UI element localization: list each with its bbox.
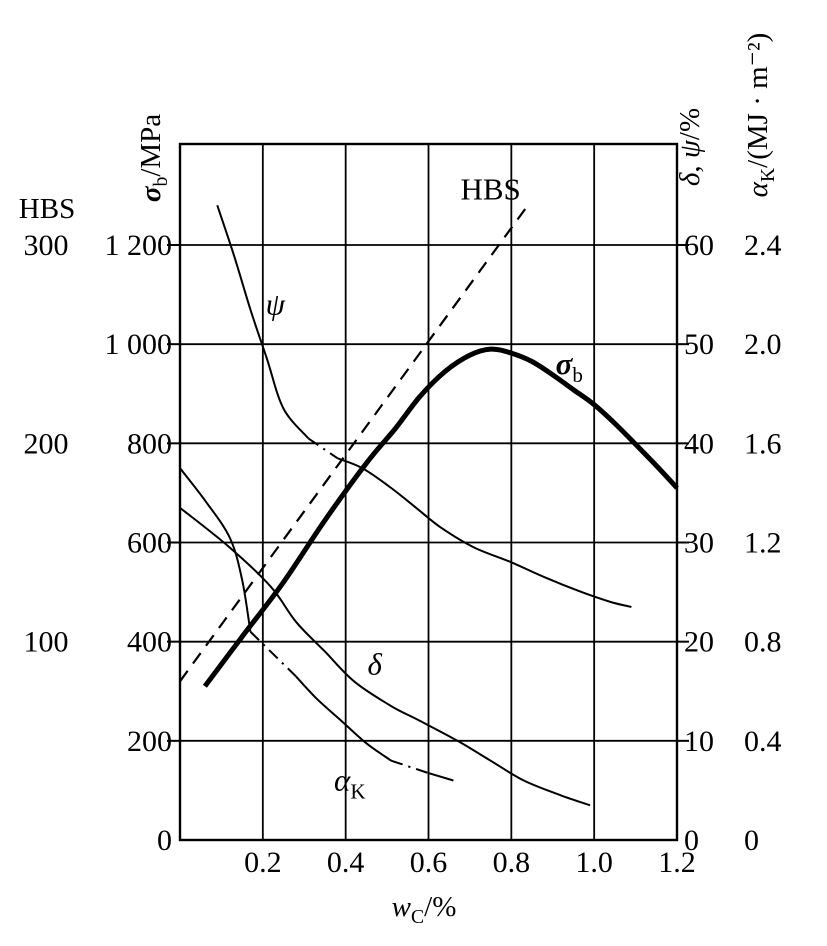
mpa-tick-label: 1 000	[105, 328, 173, 361]
ak-tick-label: 0	[744, 824, 759, 857]
pct-tick-label: 40	[684, 427, 714, 460]
hbs-axis-title: HBS	[19, 193, 75, 225]
curve-hbs_line-segment	[179, 204, 529, 682]
curve-psi: ψ	[216, 204, 632, 608]
x-tick-label: 1.0	[575, 846, 613, 879]
plot-border	[178, 142, 679, 842]
curve-alpha_k: αK	[179, 467, 454, 803]
curve-psi-segment	[337, 457, 632, 608]
x-tick-label: 0.8	[493, 846, 531, 879]
curve-sigma_b-segment	[202, 346, 679, 688]
mpa-tick-label: 200	[127, 725, 172, 758]
curve-label-psi: ψ	[266, 286, 286, 321]
pct-tick-label: 20	[684, 626, 714, 659]
curve-alpha_k-chain-segment	[249, 630, 297, 678]
ak-tick-label: 2.0	[744, 328, 782, 361]
curve-label-sigma_b: σb	[556, 346, 583, 387]
hbs-tick-label: 100	[24, 626, 69, 659]
curve-sigma_b: σb	[202, 346, 679, 688]
curve-alpha_k-segment	[179, 467, 252, 632]
pct-tick-label: 30	[684, 526, 714, 559]
x-axis-title: wC/%	[392, 891, 457, 928]
hbs-tick-label: 300	[24, 229, 69, 262]
curve-label-alpha_k: αK	[334, 762, 366, 803]
x-tick-label: 1.2	[658, 846, 696, 879]
mpa-tick-label: 1 200	[105, 229, 173, 262]
ak-tick-label: 1.2	[744, 526, 782, 559]
curve-hbs_line: HBS	[179, 171, 529, 682]
ak-tick-label: 2.4	[744, 229, 782, 262]
curve-alpha_k-segment	[428, 772, 454, 782]
curve-alpha_k-segment	[295, 675, 392, 762]
pct-tick-label: 60	[684, 229, 714, 262]
mpa-tick-label: 400	[127, 626, 172, 659]
pct-axis-title: δ, ψ/%	[674, 108, 706, 186]
mpa-tick-label: 800	[127, 427, 172, 460]
ak-tick-label: 1.6	[744, 427, 782, 460]
mpa-tick-label: 0	[157, 824, 172, 857]
mpa-axis-title: σb/MPa	[135, 114, 172, 202]
curve-psi-segment	[216, 204, 310, 440]
pct-tick-label: 50	[684, 328, 714, 361]
ak-axis-title: αK/(MJ · m⁻²)	[742, 33, 779, 198]
x-tick-label: 0.2	[244, 846, 282, 879]
curve-delta-segment	[179, 507, 591, 807]
ak-tick-label: 0.8	[744, 626, 782, 659]
pct-tick-label: 10	[684, 725, 714, 758]
tick-marks	[167, 244, 689, 742]
curve-alpha_k-chain-segment	[390, 759, 429, 775]
x-tick-label: 0.6	[410, 846, 448, 879]
curve-psi-chain-segment	[307, 437, 338, 460]
grid	[178, 142, 679, 842]
ak-tick-label: 0.4	[744, 725, 782, 758]
pct-tick-label: 0	[684, 824, 699, 857]
axis-titles: wC/% σb/MPa HBS δ, ψ/% αK/(MJ · m⁻²)	[19, 33, 779, 928]
x-tick-label: 0.4	[327, 846, 365, 879]
hbs-tick-label: 200	[24, 427, 69, 460]
curve-label-hbs_line: HBS	[460, 171, 520, 206]
curve-delta: δ	[179, 507, 591, 807]
curve-label-delta: δ	[367, 646, 382, 681]
mpa-tick-label: 600	[127, 527, 172, 560]
